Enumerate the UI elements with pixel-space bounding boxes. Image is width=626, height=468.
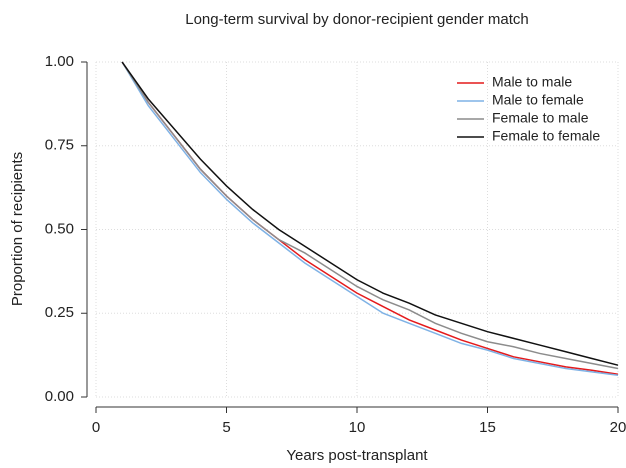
y-tick-label: 0.00 — [45, 388, 74, 405]
x-tick-label: 10 — [349, 419, 366, 436]
x-tick-label: 5 — [222, 419, 230, 436]
x-tick-label: 20 — [610, 419, 626, 436]
series-line — [121, 61, 619, 366]
y-tick-label: 0.25 — [45, 304, 74, 321]
x-tick-label: 15 — [479, 419, 496, 436]
y-tick-label: 0.50 — [45, 220, 74, 237]
series-line — [121, 61, 619, 370]
y-axis-label: Proportion of recipients — [9, 152, 26, 306]
legend-label: Male to female — [492, 92, 584, 108]
chart-title: Long-term survival by donor-recipient ge… — [185, 11, 529, 28]
y-tick-label: 0.75 — [45, 137, 74, 154]
x-tick-label: 0 — [92, 419, 100, 436]
legend-label: Male to male — [492, 74, 572, 90]
legend-label: Female to female — [492, 128, 600, 144]
series-line — [121, 61, 619, 376]
y-tick-label: 1.00 — [45, 53, 74, 70]
legend-label: Female to male — [492, 110, 589, 126]
x-axis-label: Years post-transplant — [286, 447, 428, 464]
